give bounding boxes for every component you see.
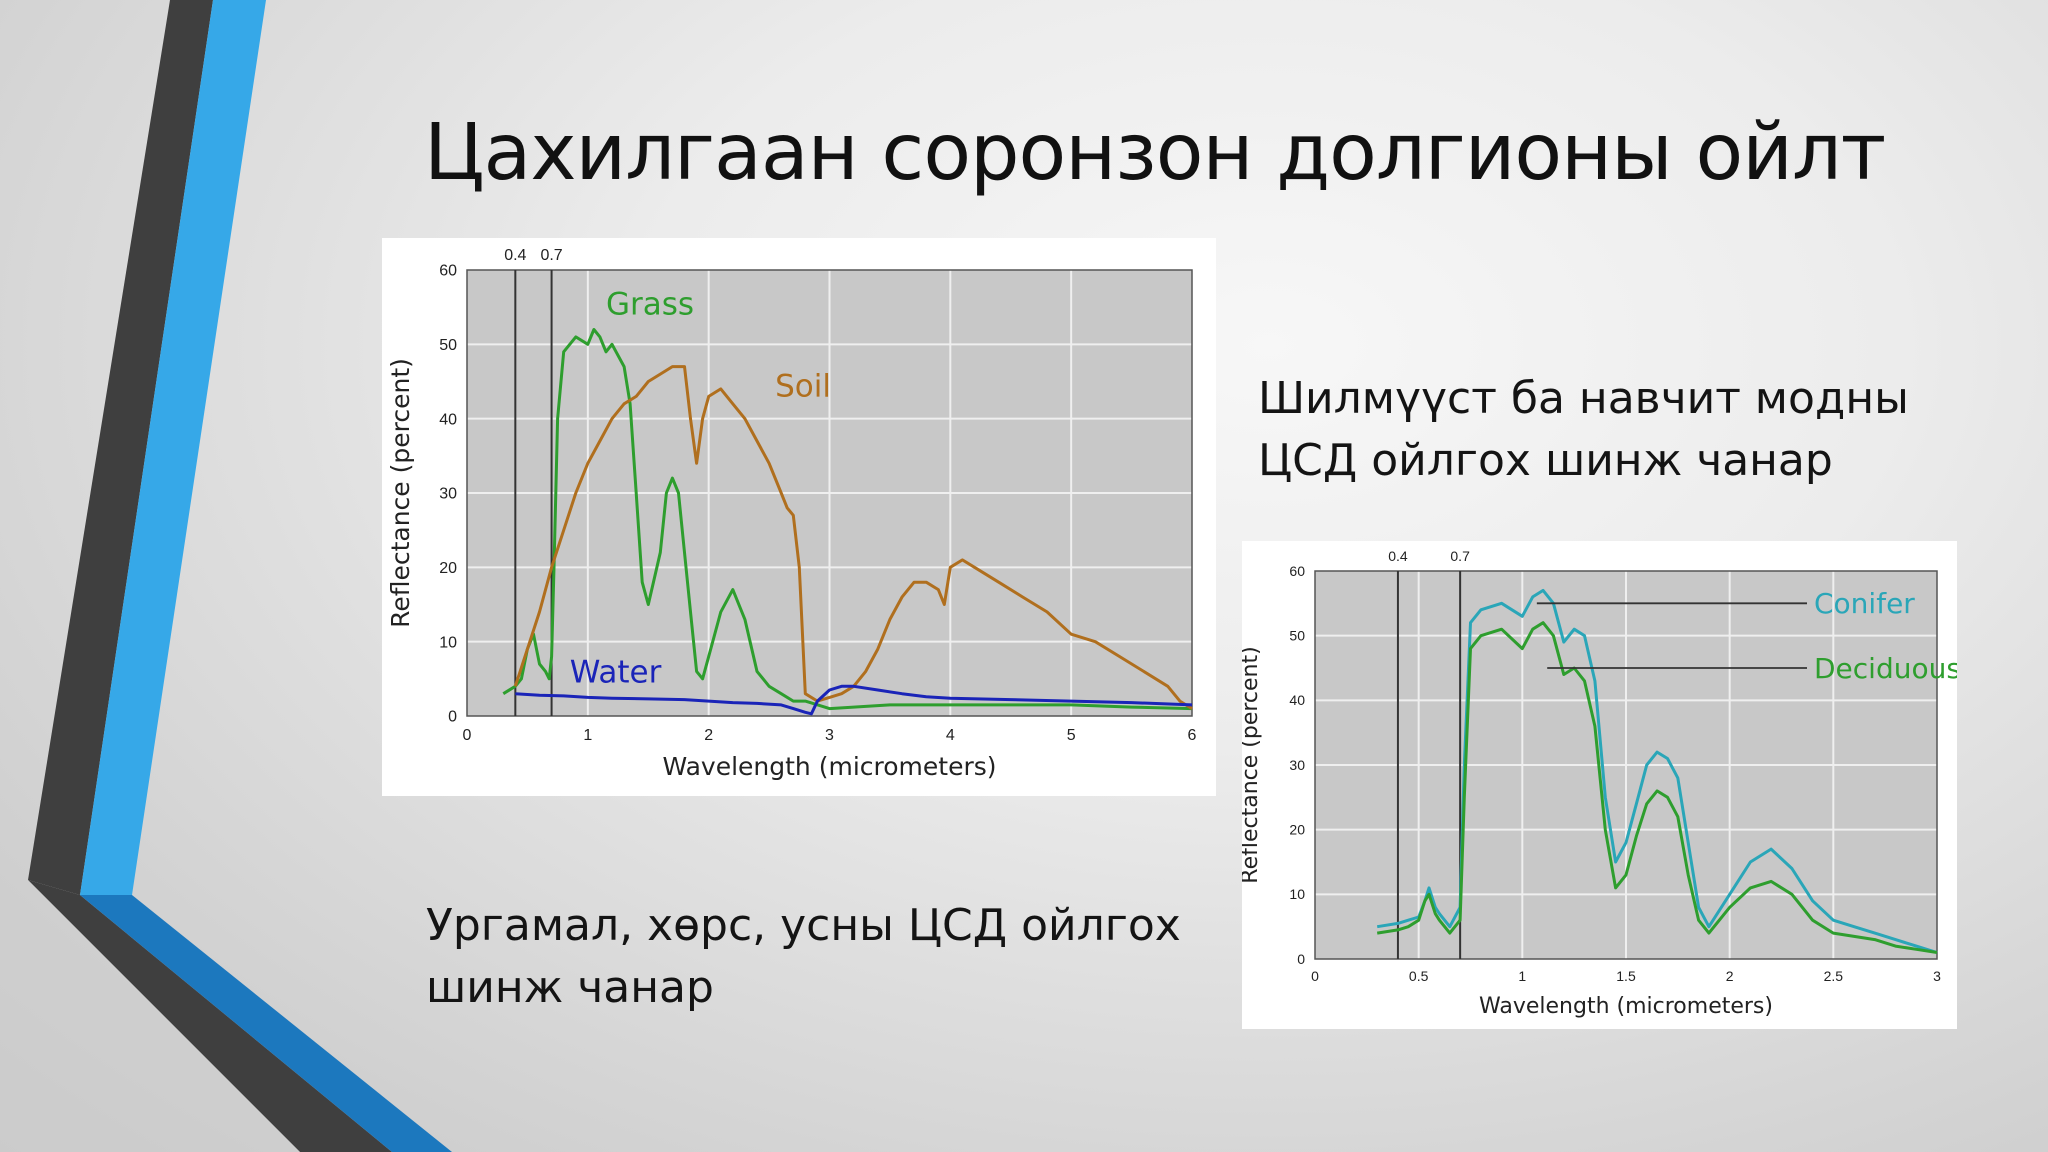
chart1-series-line-soil (513, 365, 1193, 710)
chart1-x-tick-label-3: 3 (825, 727, 834, 744)
chart1-x-tick-label-1: 1 (583, 727, 592, 744)
chart1-y-axis-label: Reflectance (percent) (386, 358, 415, 628)
deco-gray-wedge (0, 880, 300, 1152)
chart1-series-label-water: Water (570, 655, 662, 691)
chart2-x-tick-label-5: 2.5 (1824, 968, 1844, 984)
chart2-x-tick-label-2: 1 (1518, 968, 1526, 984)
deco-blue-wedge (80, 895, 452, 1152)
chart1-marker-label-0: 0.4 (504, 247, 526, 264)
chart1-x-axis-label: Wavelength (micrometers) (662, 752, 996, 781)
chart2-y-tick-label-0: 0 (1297, 951, 1305, 967)
chart1-y-tick-label-2: 20 (439, 560, 457, 577)
caption-vegetation-soil-water: Ургамал, хөрс, усны ЦСД ойлгох шинж чана… (426, 900, 1181, 1013)
chart1-plot-frame (466, 269, 1193, 717)
chart1-y-tick-label-0: 0 (448, 709, 457, 726)
chart2-x-tick-label-0: 0 (1311, 968, 1319, 984)
chart1-y-tick-label-5: 50 (439, 337, 457, 354)
chart2-series-label-deciduous: Deciduous (1814, 652, 1957, 685)
chart2-y-tick-label-4: 40 (1289, 692, 1305, 708)
deco-dark-stripe (28, 0, 213, 895)
chart2-plot-frame (1314, 570, 1938, 960)
chart1-series-label-grass: Grass (606, 287, 694, 323)
chart1-y-tick-label-3: 30 (439, 486, 457, 503)
chart1-x-tick-label-0: 0 (463, 727, 472, 744)
chart2-y-tick-label-6: 60 (1289, 563, 1305, 579)
chart2-series-line-deciduous (1376, 621, 1938, 954)
chart2-y-tick-label-5: 50 (1289, 628, 1305, 644)
chart1-y-tick-label-4: 40 (439, 411, 457, 428)
chart2-marker-label-1: 0.7 (1450, 548, 1470, 564)
chart2-x-tick-label-1: 0.5 (1409, 968, 1429, 984)
chart1-y-tick-label-6: 60 (439, 263, 457, 280)
reflectance-chart-conifer-deciduous: 0 0.5 1 1.5 2 2.5 3 0 10 20 30 40 50 60 Wavelength (mi… (1242, 541, 1957, 1029)
chart2-marker-label-0: 0.4 (1388, 548, 1408, 564)
chart1-series-line-grass (502, 328, 1193, 711)
chart2-y-tick-label-1: 10 (1289, 886, 1305, 902)
chart2-y-tick-label-3: 30 (1289, 757, 1305, 773)
chart1-x-tick-label-4: 4 (946, 727, 955, 744)
chart1-marker-label-1: 0.7 (540, 247, 562, 264)
reflectance-chart-grass-soil-water: 0 1 2 3 4 5 6 0 10 20 30 40 50 60 Wavelength (micromet… (382, 238, 1216, 796)
chart1-x-tick-label-2: 2 (704, 727, 713, 744)
chart2-x-tick-label-6: 3 (1933, 968, 1941, 984)
chart2-x-axis-label: Wavelength (micrometers) (1479, 994, 1773, 1019)
deco-blue-stripe (80, 0, 266, 895)
chart2-y-tick-label-2: 20 (1289, 822, 1305, 838)
caption-conifer-deciduous: Шилмүүст ба навчит модны ЦСД ойлгох шинж… (1258, 373, 1909, 486)
chart2-series-label-conifer: Conifer (1814, 587, 1915, 620)
chart2-x-tick-label-3: 1.5 (1616, 968, 1636, 984)
chart1-y-tick-label-1: 10 (439, 634, 457, 651)
chart2-series-line-conifer (1376, 588, 1938, 954)
chart1-series-line-water (515, 684, 1193, 716)
chart1-series-label-soil: Soil (775, 368, 831, 404)
chart1-x-tick-label-6: 6 (1188, 727, 1197, 744)
chart2-x-tick-label-4: 2 (1726, 968, 1734, 984)
slide-title: Цахилгаан соронзон долгионы ойлт (424, 108, 1886, 198)
chart1-x-tick-label-5: 5 (1067, 727, 1076, 744)
deco-dark-wedge (28, 880, 392, 1152)
chart2-y-axis-label: Reflectance (percent) (1242, 646, 1263, 883)
